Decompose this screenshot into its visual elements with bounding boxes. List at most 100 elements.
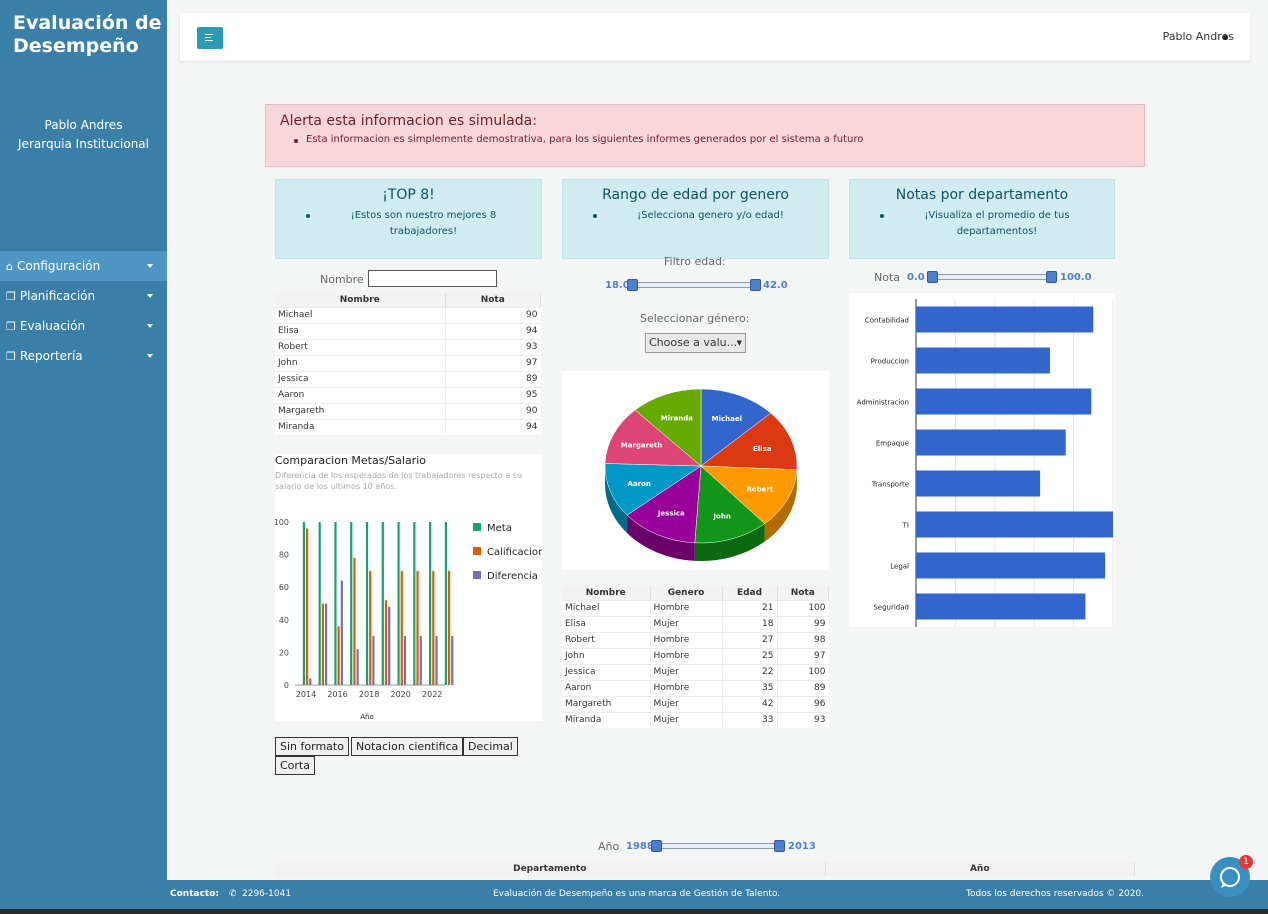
bar[interactable]: [321, 603, 324, 686]
table-row[interactable]: Elisa 94: [275, 322, 541, 339]
bar[interactable]: [356, 649, 359, 685]
table-row[interactable]: Michael 90: [275, 306, 541, 323]
age-max-handle[interactable]: [750, 279, 761, 291]
pie-slice[interactable]: [634, 388, 702, 467]
bar[interactable]: [916, 470, 1041, 497]
bar[interactable]: [388, 606, 391, 685]
pie-slice[interactable]: [626, 465, 702, 544]
x-tick-label: 2014: [296, 690, 316, 699]
table-row[interactable]: Miranda 94: [275, 418, 541, 435]
legend-entry[interactable]: Diferencia: [487, 571, 538, 582]
age-range-slider[interactable]: [627, 279, 761, 291]
bar[interactable]: [413, 522, 416, 685]
table-row[interactable]: John Hombre 25 97: [562, 647, 829, 664]
legend-entry[interactable]: Calificacion: [487, 547, 542, 558]
bar[interactable]: [369, 570, 372, 685]
brand-title[interactable]: Evaluación de Desempeño: [13, 12, 162, 57]
column-header-genero[interactable]: Genero: [650, 586, 723, 600]
table-row[interactable]: Robert 93: [275, 338, 541, 355]
column-header-edad[interactable]: Edad: [722, 586, 778, 600]
table-row[interactable]: Robert Hombre 27 98: [562, 631, 829, 648]
year-max-handle[interactable]: [774, 840, 785, 852]
bar[interactable]: [384, 600, 388, 685]
legend-entry[interactable]: Meta: [487, 523, 512, 534]
sidebar-item-configuracion[interactable]: ⌂ Configuración: [0, 251, 167, 281]
column-header-nota[interactable]: Nota: [777, 586, 829, 600]
bar[interactable]: [432, 570, 435, 685]
bar[interactable]: [444, 522, 447, 685]
bar[interactable]: [916, 511, 1113, 538]
pie-slice[interactable]: [700, 412, 798, 471]
nota-max-value: 100.0: [1060, 272, 1092, 283]
year-range-slider[interactable]: [651, 840, 785, 852]
format-decimal-button[interactable]: Decimal: [463, 737, 518, 756]
nota-range-slider[interactable]: [927, 271, 1057, 283]
bar[interactable]: [302, 522, 305, 685]
bar[interactable]: [419, 636, 422, 685]
bar[interactable]: [416, 570, 419, 685]
bar[interactable]: [916, 429, 1066, 456]
bar[interactable]: [306, 528, 309, 685]
bar[interactable]: [337, 626, 340, 685]
nota-min-handle[interactable]: [927, 271, 938, 283]
bar[interactable]: [448, 570, 451, 685]
bar[interactable]: [318, 522, 321, 685]
nota-max-handle[interactable]: [1046, 271, 1057, 283]
column-header-nombre[interactable]: Nombre: [562, 586, 651, 600]
table-row[interactable]: John 97: [275, 354, 541, 371]
bar[interactable]: [397, 522, 400, 685]
bar[interactable]: [435, 636, 438, 685]
format-scientific-button[interactable]: Notacion cientifica: [351, 737, 464, 756]
format-short-button[interactable]: Corta: [275, 756, 315, 775]
bar[interactable]: [451, 636, 454, 685]
year-min-handle[interactable]: [651, 840, 662, 852]
gender-select[interactable]: Choose a valu... ▼: [645, 333, 746, 353]
bar[interactable]: [353, 557, 356, 685]
bar[interactable]: [403, 636, 407, 685]
table-cell: 96: [776, 695, 829, 712]
footer-phone[interactable]: 2296-1041: [242, 889, 292, 899]
column-header-nombre[interactable]: Nombre: [275, 293, 446, 307]
bar[interactable]: [365, 522, 369, 685]
pie-slice[interactable]: [700, 388, 772, 467]
bar[interactable]: [400, 570, 403, 685]
bar[interactable]: [372, 636, 375, 685]
table-row[interactable]: Margareth Mujer 42 96: [562, 695, 829, 712]
sidebar-item-planificacion[interactable]: ❐ Planificación: [0, 281, 167, 311]
sidebar-toggle-button[interactable]: [197, 27, 223, 49]
caret-down-icon: [147, 324, 153, 328]
bar[interactable]: [429, 522, 432, 685]
bar[interactable]: [334, 522, 337, 685]
pie-slice[interactable]: [694, 465, 766, 544]
bar[interactable]: [350, 522, 353, 685]
table-row[interactable]: Michael Hombre 21 100: [562, 599, 829, 616]
bar[interactable]: [381, 522, 384, 685]
name-filter-input[interactable]: [368, 270, 497, 287]
column-header-nota[interactable]: Nota: [445, 293, 541, 307]
sidebar-item-evaluacion[interactable]: ❐ Evaluación: [0, 311, 167, 341]
bar[interactable]: [916, 388, 1092, 415]
table-row[interactable]: Miranda Mujer 33 93: [562, 711, 829, 728]
bar[interactable]: [916, 347, 1050, 374]
format-none-button[interactable]: Sin formato: [275, 737, 349, 756]
pie-slice[interactable]: [604, 463, 702, 516]
table-row[interactable]: Jessica Mujer 22 100: [562, 663, 829, 680]
bar[interactable]: [324, 603, 328, 686]
sidebar-item-reporteria[interactable]: ❐ Reportería: [0, 341, 167, 371]
table-row[interactable]: Aaron 95: [275, 386, 541, 403]
bar[interactable]: [309, 678, 312, 685]
table-row[interactable]: Margareth 90: [275, 402, 541, 419]
table-row[interactable]: Aaron Hombre 35 89: [562, 679, 829, 696]
bar[interactable]: [340, 580, 343, 685]
bar[interactable]: [916, 552, 1106, 579]
pie-slice[interactable]: [604, 409, 702, 467]
table-row[interactable]: Jessica 89: [275, 370, 541, 387]
bar[interactable]: [916, 593, 1086, 620]
column-header-departamento[interactable]: Departamento: [275, 862, 826, 876]
pie-slice[interactable]: [700, 465, 798, 524]
table-row[interactable]: Elisa Mujer 18 99: [562, 615, 829, 632]
bar[interactable]: [916, 306, 1094, 333]
user-dropdown[interactable]: Pablo Andres: [1162, 30, 1234, 43]
column-header-anio[interactable]: Año: [825, 862, 1135, 876]
age-min-handle[interactable]: [627, 279, 638, 291]
